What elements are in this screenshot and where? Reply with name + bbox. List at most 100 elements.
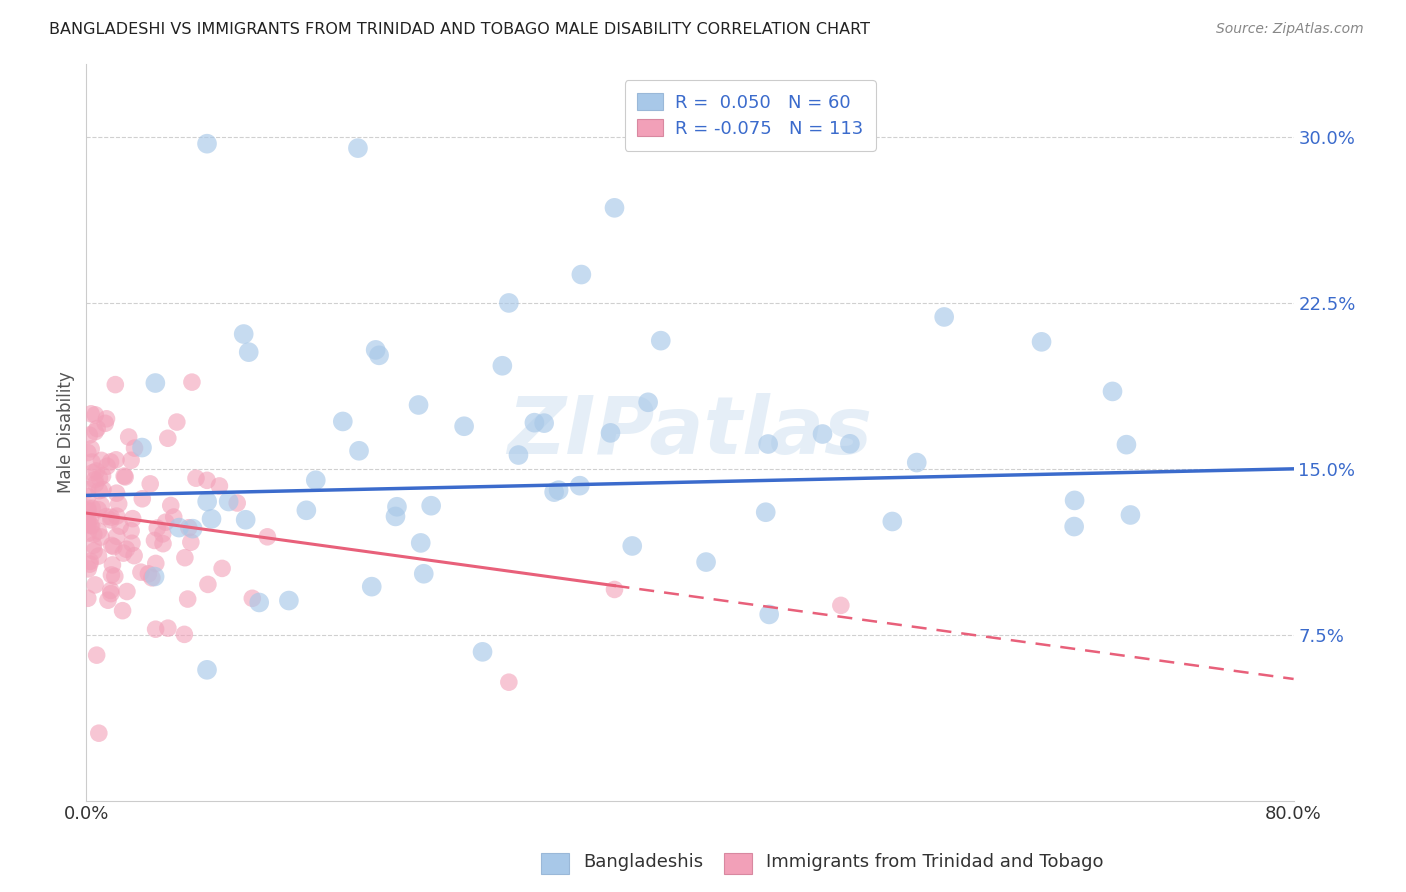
Text: ZIPatlas: ZIPatlas <box>508 393 873 471</box>
Point <box>115 584 138 599</box>
Point <box>1115 437 1137 451</box>
Point <box>84 464 107 478</box>
Point <box>84 408 107 422</box>
Point <box>1063 519 1085 533</box>
Y-axis label: Male Disability: Male Disability <box>58 371 75 493</box>
Point <box>232 326 254 341</box>
Text: Immigrants from Trinidad and Tobago: Immigrants from Trinidad and Tobago <box>766 853 1104 871</box>
Point <box>181 375 204 389</box>
Point <box>195 136 218 151</box>
Point <box>568 478 591 492</box>
Point <box>755 505 778 519</box>
Point <box>115 542 138 557</box>
Point <box>758 607 780 622</box>
Point <box>152 527 174 541</box>
Point <box>87 549 110 563</box>
Point <box>547 483 569 498</box>
Point <box>368 348 391 362</box>
Point <box>84 578 107 592</box>
Point <box>82 466 104 480</box>
Point <box>112 469 135 483</box>
Point <box>90 498 112 512</box>
Point <box>131 491 153 506</box>
Point <box>90 530 112 544</box>
Point <box>155 515 177 529</box>
Point <box>176 592 198 607</box>
Point <box>508 448 530 462</box>
Point <box>101 539 124 553</box>
Point <box>129 565 152 579</box>
Point <box>80 510 103 524</box>
Point <box>86 648 108 662</box>
Point <box>305 473 328 487</box>
Point <box>76 503 98 517</box>
Point <box>332 414 354 428</box>
Point <box>79 554 101 568</box>
Point <box>96 459 118 474</box>
Point <box>637 395 659 409</box>
Point <box>141 571 163 585</box>
Point <box>197 577 219 591</box>
Point <box>360 580 382 594</box>
Point <box>143 533 166 548</box>
Point <box>412 566 434 581</box>
Point <box>100 583 122 598</box>
Point <box>80 519 103 533</box>
Text: Source: ZipAtlas.com: Source: ZipAtlas.com <box>1216 22 1364 37</box>
Point <box>77 517 100 532</box>
Point <box>226 496 249 510</box>
Point <box>882 515 904 529</box>
Point <box>82 501 104 516</box>
Point <box>533 416 555 430</box>
Point <box>97 593 120 607</box>
Point <box>105 486 128 500</box>
Point <box>195 494 218 508</box>
Point <box>408 398 430 412</box>
Point <box>76 591 98 606</box>
Point <box>87 502 110 516</box>
Point <box>218 494 240 508</box>
Point <box>211 561 233 575</box>
Point <box>101 558 124 572</box>
Point <box>145 622 167 636</box>
Text: Bangladeshis: Bangladeshis <box>583 853 703 871</box>
Legend: R =  0.050   N = 60, R = -0.075   N = 113: R = 0.050 N = 60, R = -0.075 N = 113 <box>624 80 876 151</box>
Point <box>79 557 101 571</box>
Point <box>603 582 626 597</box>
Point <box>163 510 186 524</box>
Point <box>124 441 146 455</box>
Point <box>96 509 118 524</box>
Point <box>91 468 114 483</box>
Point <box>156 431 179 445</box>
Text: BANGLADESHI VS IMMIGRANTS FROM TRINIDAD AND TOBAGO MALE DISABILITY CORRELATION C: BANGLADESHI VS IMMIGRANTS FROM TRINIDAD … <box>49 22 870 37</box>
Point <box>1063 493 1085 508</box>
Point <box>100 455 122 469</box>
Point <box>84 477 107 491</box>
Point <box>80 442 103 456</box>
Point <box>152 537 174 551</box>
Point <box>523 416 546 430</box>
Point <box>277 593 299 607</box>
Point <box>89 471 111 485</box>
Point <box>498 675 520 690</box>
Point <box>599 425 621 440</box>
Point <box>76 500 98 515</box>
Point <box>471 645 494 659</box>
Point <box>80 407 103 421</box>
Point <box>174 550 197 565</box>
Point <box>131 441 153 455</box>
Point <box>384 509 406 524</box>
Point <box>80 455 103 469</box>
Point <box>934 310 956 324</box>
Point <box>76 445 98 459</box>
Point <box>208 479 231 493</box>
Point <box>83 473 105 487</box>
Point <box>1101 384 1123 399</box>
Point <box>180 535 202 549</box>
Point <box>838 437 860 451</box>
Point <box>100 513 122 527</box>
Point <box>1031 334 1053 349</box>
Point <box>238 345 260 359</box>
Point <box>420 499 443 513</box>
Point <box>114 470 136 484</box>
